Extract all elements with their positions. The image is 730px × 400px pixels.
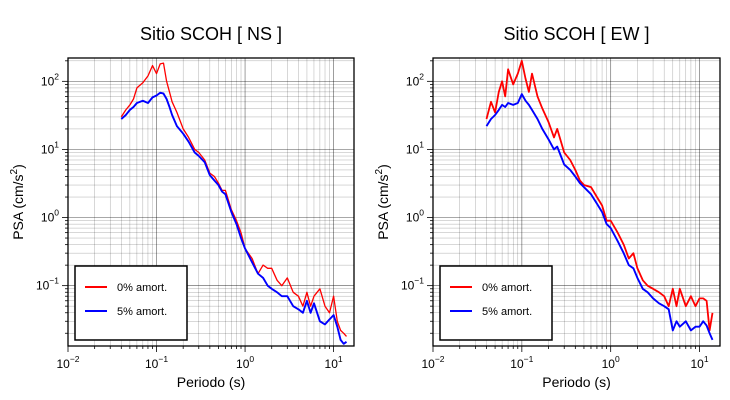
x-tick-label: 10−2	[421, 354, 444, 371]
legend-label: 5% amort.	[117, 306, 167, 318]
y-tick-label: 10−1	[401, 276, 424, 293]
y-tick-label: 10−1	[36, 276, 59, 293]
x-axis-label: Periodo (s)	[542, 374, 610, 390]
plot-frame	[432, 57, 721, 347]
series-line-undamped	[485, 59, 714, 332]
x-tick-label: 100	[602, 354, 620, 371]
chart-title: Sitio SCOH [ EW ]	[503, 24, 649, 44]
legend-label: 0% amort.	[117, 282, 167, 294]
chart-title: Sitio SCOH [ NS ]	[140, 24, 282, 44]
series-line-damped	[120, 91, 348, 345]
y-tick-label: 100	[406, 208, 424, 225]
x-tick-label: 10−1	[510, 354, 533, 371]
legend-label: 5% amort.	[482, 306, 532, 318]
plot-frame	[67, 57, 355, 347]
x-tick-label: 10−2	[56, 354, 79, 371]
y-axis-label: PSA (cm/s2)	[9, 164, 26, 240]
x-axis-label: Periodo (s)	[177, 374, 245, 390]
legend-box	[74, 265, 188, 341]
chart-panel-1: 10−2 10−1 100 101 10−1 100 101 102 Sitio SCOH [ …	[9, 24, 355, 390]
chart-panel-2: 10−2 10−1 100 101 10−1 100 101 102 Sitio SCOH [ …	[374, 24, 721, 390]
y-tick-label: 101	[406, 139, 424, 156]
legend: 0% amort. 5% amort.	[439, 265, 553, 341]
x-tick-label: 10−1	[145, 354, 168, 371]
legend-box	[439, 265, 553, 341]
series-line-damped	[485, 93, 714, 341]
y-tick-label: 102	[406, 71, 424, 88]
x-tick-label: 100	[236, 354, 254, 371]
y-tick-label: 102	[41, 71, 59, 88]
legend-label: 0% amort.	[482, 282, 532, 294]
y-tick-label: 101	[41, 139, 59, 156]
y-tick-label: 100	[41, 208, 59, 225]
x-tick-label: 101	[690, 354, 708, 371]
y-axis-label: PSA (cm/s2)	[374, 164, 391, 240]
x-tick-label: 101	[325, 354, 343, 371]
legend: 0% amort. 5% amort.	[74, 265, 188, 341]
